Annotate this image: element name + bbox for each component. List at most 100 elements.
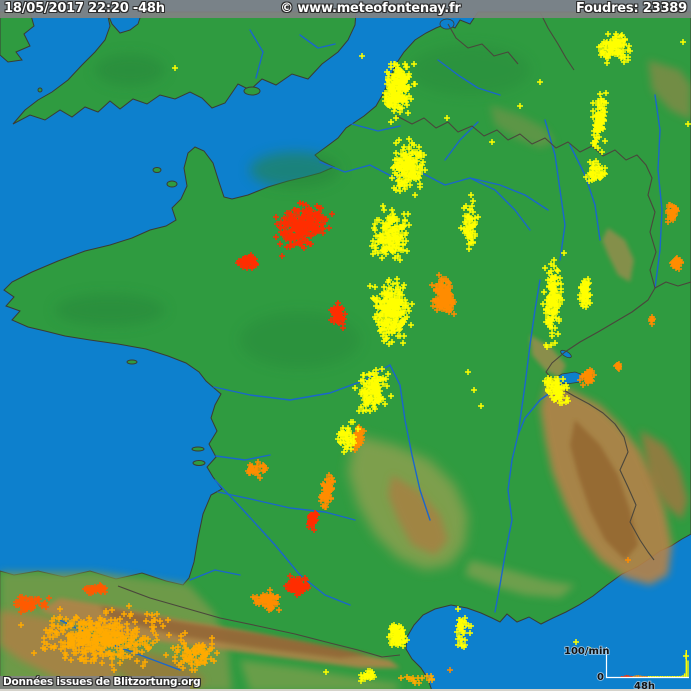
river-oise: [444, 121, 479, 161]
legend-histogram-bar: [648, 676, 650, 677]
bottom-edge-line: [0, 689, 691, 691]
river-scheldt: [437, 59, 501, 96]
legend-histogram-bar: [634, 675, 636, 677]
legend-histogram-bar: [671, 676, 674, 677]
river-garonne: [214, 479, 351, 606]
border-france-east: [396, 115, 657, 561]
legend-xaxis-label: 48h: [634, 681, 655, 691]
site-url-label: © www.meteofontenay.fr: [280, 1, 461, 16]
relief-massif-core: [388, 475, 448, 555]
timestamp-label: 18/05/2017 22:20 -48h: [4, 1, 165, 16]
border-belgium: [447, 23, 519, 65]
strike-marks-r: [235, 200, 348, 598]
legend-histogram-bar: [641, 675, 643, 677]
legend-histogram-bar: [677, 676, 679, 677]
legend-histogram-bar: [629, 675, 631, 677]
legend-ymax-label: 100/min: [564, 646, 610, 657]
rivers: [59, 29, 663, 671]
relief-brittany-hills: [55, 294, 165, 326]
legend-histogram-bar: [620, 676, 623, 677]
lake-neuchatel: [560, 349, 572, 359]
legend-histogram-bar: [680, 675, 682, 677]
legend-histogram-bar: [630, 676, 633, 677]
relief-center-hills: [240, 312, 360, 368]
legend-histogram-bar: [642, 676, 645, 677]
island-isle-of-wight: [243, 86, 261, 96]
legend-histogram-bar: [666, 676, 669, 677]
land-england: [12, 11, 357, 125]
attribution-label: Données issues de Blitzortung.org: [3, 676, 201, 688]
strike-marks-y: [172, 31, 691, 684]
legend-histogram-bar: [654, 676, 657, 677]
legend-histogram-bar: [636, 675, 638, 677]
strike-marks-o: [245, 202, 684, 673]
relief-catalonia: [240, 660, 400, 691]
legend-histogram-bar: [632, 676, 635, 677]
river-rhone: [494, 381, 566, 613]
strike-marks-g: [18, 603, 435, 686]
relief-pyrenees-ridge: [100, 606, 370, 658]
relief-ardennes: [490, 105, 555, 148]
relief-alps-east: [640, 430, 688, 520]
strike-count-label: Foudres: 23389: [576, 1, 687, 16]
river-somme: [351, 123, 401, 132]
legend-histogram-bar: [683, 673, 686, 677]
border-swiss-german: [654, 281, 691, 289]
legend-histogram-bar: [624, 675, 626, 677]
relief-vosges: [602, 228, 634, 282]
legend-histogram-bar: [673, 676, 676, 677]
legend-ymin-label: 0: [597, 672, 604, 683]
legend-histogram-bar: [646, 676, 648, 677]
legend-histogram-bar: [668, 676, 670, 677]
legend-histogram-bar: [625, 674, 628, 677]
river-charente: [215, 454, 271, 461]
border-germany-nw: [539, 11, 575, 71]
legend-histogram-bar: [656, 676, 658, 677]
strike-marks-ro: [13, 582, 108, 615]
island-re: [191, 446, 205, 452]
legend-histogram-bar: [663, 676, 665, 677]
relief-germany-east: [648, 60, 691, 120]
relief-belgium-plain: [410, 45, 530, 95]
legend-histogram-bar: [682, 675, 684, 677]
river-severn: [249, 29, 264, 79]
country-borders: [117, 11, 691, 658]
relief-normandy-hills: [250, 152, 340, 188]
river-marne: [469, 177, 549, 211]
legend-histogram-bar: [651, 676, 653, 677]
river-thames: [299, 34, 336, 49]
legend-axes: [605, 647, 689, 679]
lake-ijssel: [439, 18, 455, 30]
island-belle-ile: [126, 359, 138, 365]
relief-jura: [530, 335, 566, 378]
legend-histogram-bar: [658, 676, 660, 677]
river-loire: [213, 364, 431, 521]
border-spain: [117, 585, 401, 658]
river-saone: [517, 279, 541, 436]
legend-chart: 100/min 0 48h: [563, 645, 689, 691]
land-wales: [0, 11, 35, 63]
legend-histogram-bar: [637, 675, 640, 677]
legend-histogram-bar: [639, 675, 641, 677]
legend-histogram-bars: [620, 650, 689, 677]
island-lundy: [37, 87, 43, 93]
legend-histogram-bar: [678, 676, 681, 677]
river-seine: [319, 161, 531, 231]
legend-histogram-bar: [659, 676, 662, 677]
legend-histogram-bar: [644, 676, 646, 677]
river-adour: [189, 569, 241, 581]
legend-histogram-bar: [675, 676, 677, 677]
island-jersey: [166, 180, 178, 188]
legend-histogram-bar: [661, 676, 664, 677]
lightning-strikes-layer: [13, 31, 691, 686]
relief-alps-core: [570, 420, 638, 560]
attribution-bar: Données issues de Blitzortung.org: [0, 676, 201, 689]
top-info-bar: 18/05/2017 22:20 -48h © www.meteofontena…: [0, 0, 691, 18]
relief-provence: [465, 560, 575, 598]
river-moselle: [569, 144, 601, 241]
legend-histogram-bar: [627, 675, 629, 677]
legend-histogram-bar: [649, 676, 652, 677]
relief-dartmoor: [95, 54, 165, 86]
